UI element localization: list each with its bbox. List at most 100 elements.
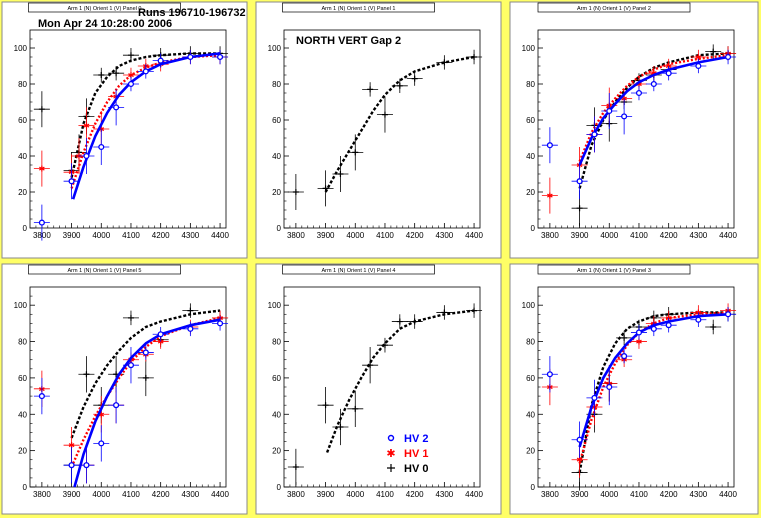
data-point xyxy=(292,189,299,195)
y-tick-label: 20 xyxy=(272,447,281,456)
panel-title: Arm 1 (N) Orient 1 (V) Panel 5 xyxy=(68,268,142,274)
y-tick-label: 20 xyxy=(526,188,535,197)
x-tick-label: 4100 xyxy=(376,231,394,240)
y-tick-label: 40 xyxy=(526,410,535,419)
data-point xyxy=(695,62,702,70)
data-point xyxy=(337,171,344,177)
y-tick-label: 0 xyxy=(277,224,282,233)
y-tick-label: 0 xyxy=(531,224,536,233)
data-point xyxy=(621,113,628,120)
y-tick-label: 80 xyxy=(18,338,27,347)
data-point xyxy=(322,402,329,409)
legend-hv0-label: HV 0 xyxy=(404,463,428,475)
data-point xyxy=(710,324,717,330)
data-point xyxy=(367,86,374,93)
fit-curve xyxy=(578,54,729,162)
data-point xyxy=(441,309,448,316)
data-point xyxy=(725,53,732,61)
data-point xyxy=(142,374,149,381)
panel-title: Arm 1 (N) Orient 1 (V) Panel 0 xyxy=(68,6,142,12)
x-tick-label: 3900 xyxy=(63,231,81,240)
series-hv-2 xyxy=(33,316,229,488)
data-point xyxy=(606,383,613,391)
fit-curve xyxy=(70,52,221,178)
data-point xyxy=(396,82,403,89)
panel-title: Arm 1 (N) Orient 1 (V) Panel 1 xyxy=(322,6,396,12)
data-point xyxy=(591,394,598,401)
data-point xyxy=(621,334,628,341)
y-tick-label: 80 xyxy=(526,80,535,89)
panel-title-box xyxy=(28,2,181,13)
panel-title-box xyxy=(537,264,691,275)
data-point xyxy=(127,52,134,59)
data-point xyxy=(576,436,583,443)
y-tick-label: 20 xyxy=(526,447,535,456)
y-tick-label: 80 xyxy=(18,80,27,89)
series-hv-2 xyxy=(541,49,737,200)
y-tick-label: 60 xyxy=(18,116,27,125)
data-point xyxy=(546,371,553,378)
x-tick-label: 4000 xyxy=(346,231,364,240)
data-point xyxy=(113,104,120,111)
panel-pad xyxy=(1,1,248,259)
data-point xyxy=(127,80,135,88)
series-hv-2 xyxy=(33,49,229,241)
x-tick-label: 3800 xyxy=(541,490,559,499)
data-point xyxy=(650,80,657,88)
y-tick-label: 80 xyxy=(272,338,281,347)
y-tick-label: 40 xyxy=(18,152,27,161)
y-tick-label: 60 xyxy=(272,116,281,125)
data-point xyxy=(127,314,134,321)
data-point xyxy=(217,320,224,327)
data-point xyxy=(471,54,478,60)
x-tick-label: 4400 xyxy=(211,231,229,240)
y-tick-label: 80 xyxy=(272,80,281,89)
data-point xyxy=(292,464,299,470)
x-tick-label: 4200 xyxy=(406,490,424,499)
data-point xyxy=(606,107,613,115)
fit-curve xyxy=(325,309,475,453)
y-tick-label: 100 xyxy=(522,44,536,53)
data-point: ✱ xyxy=(547,192,554,201)
data-point xyxy=(576,178,583,185)
data-point xyxy=(381,342,388,349)
x-tick-label: 4300 xyxy=(689,231,707,240)
y-tick-label: 0 xyxy=(23,483,28,492)
data-point: ✱ xyxy=(83,121,90,130)
data-point xyxy=(113,70,120,77)
y-tick-label: 60 xyxy=(526,374,535,383)
x-tick-label: 4400 xyxy=(719,231,737,240)
data-point: ✱ xyxy=(39,165,46,174)
legend-hv2-marker xyxy=(387,434,395,442)
data-point xyxy=(142,68,149,75)
data-point xyxy=(187,53,194,61)
data-point xyxy=(635,329,643,336)
data-point xyxy=(725,311,732,318)
y-tick-label: 20 xyxy=(18,447,27,456)
data-point xyxy=(83,462,90,469)
x-tick-label: 4100 xyxy=(122,490,140,499)
x-tick-label: 3800 xyxy=(287,231,305,240)
data-point xyxy=(322,185,329,192)
x-tick-label: 4100 xyxy=(122,231,140,240)
data-point: ✱ xyxy=(695,53,702,62)
x-tick-label: 4300 xyxy=(181,231,199,240)
x-tick-label: 4000 xyxy=(600,231,618,240)
y-tick-label: 0 xyxy=(277,483,282,492)
data-point xyxy=(38,393,45,400)
y-tick-label: 40 xyxy=(272,152,281,161)
panel-pad xyxy=(509,1,759,259)
data-point xyxy=(187,325,194,332)
data-point xyxy=(337,424,344,430)
x-tick-label: 4200 xyxy=(406,231,424,240)
panel-title: Arm 1 (N) Orient 1 (V) Panel 4 xyxy=(322,268,396,274)
y-tick-label: 100 xyxy=(522,301,536,310)
data-point: ✱ xyxy=(128,71,135,80)
x-tick-label: 4200 xyxy=(660,231,678,240)
data-point: ✱ xyxy=(76,152,83,161)
data-point xyxy=(591,131,598,138)
x-tick-label: 4300 xyxy=(689,490,707,499)
runs-label: Runs 196710-196732 xyxy=(138,7,246,19)
panel-4: Arm 1 (N) Orient 1 (V) Panel 4 3800 3900 40… xyxy=(255,263,502,515)
data-point xyxy=(38,106,45,113)
